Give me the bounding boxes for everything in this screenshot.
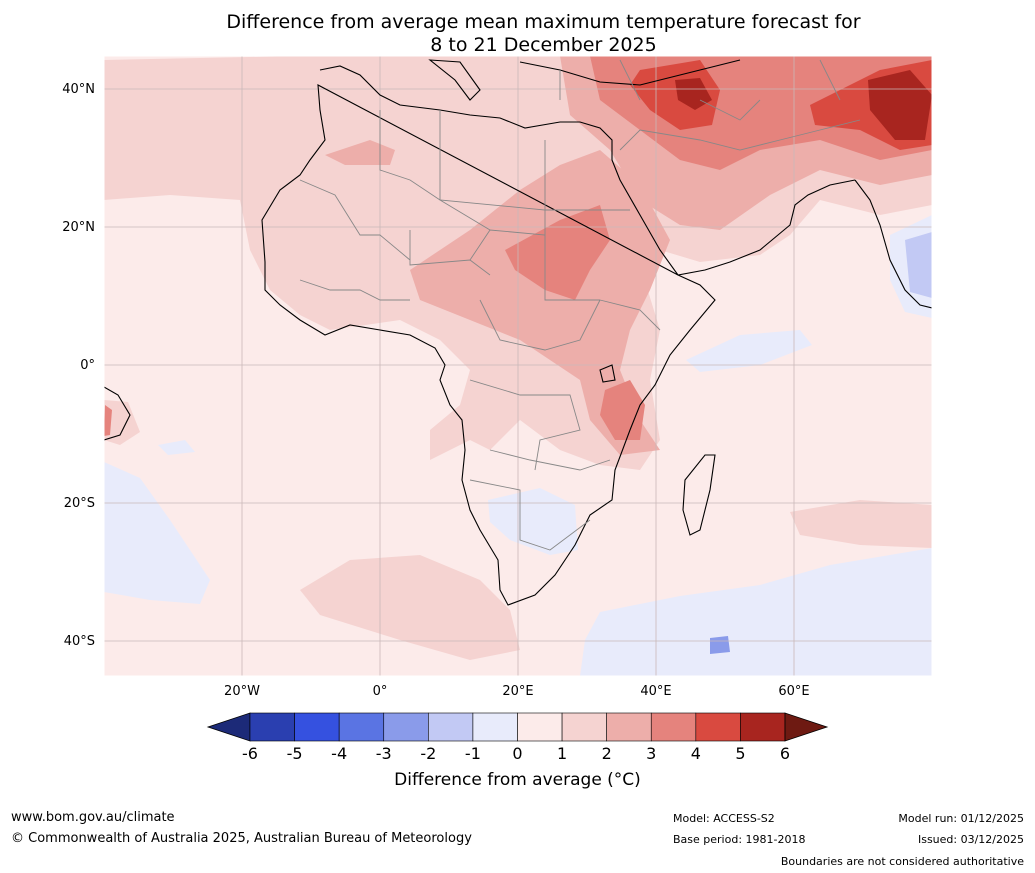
colorbar-tick-label: 3 bbox=[646, 744, 657, 763]
colorbar-tick-label: -3 bbox=[375, 744, 392, 763]
warm-spot-east-africa bbox=[600, 380, 645, 440]
coastlines bbox=[104, 59, 932, 606]
colorbar-label: Difference from average (°C) bbox=[394, 770, 641, 790]
lon-label-0: 0° bbox=[372, 684, 388, 699]
cool-spot-india bbox=[905, 232, 932, 298]
very-hot-spot-central-asia bbox=[868, 70, 932, 140]
colorbar-segment bbox=[472, 712, 518, 742]
colorbar-segment bbox=[606, 712, 652, 742]
colorbar-segment bbox=[740, 712, 786, 742]
cool-spot-southern-ocean bbox=[710, 636, 730, 654]
colorbar bbox=[206, 712, 829, 742]
lon-label-40e: 40°E bbox=[640, 684, 672, 699]
cool-region-south-atlantic bbox=[104, 462, 210, 604]
madagascar-coast bbox=[682, 454, 716, 536]
colorbar-segment bbox=[517, 712, 563, 742]
country-borders bbox=[299, 59, 861, 551]
colorbar-segment bbox=[338, 712, 385, 742]
lat-label-20n: 20°N bbox=[62, 220, 95, 235]
lat-label-20s: 20°S bbox=[63, 496, 95, 511]
colorbar-tick-label: 4 bbox=[690, 744, 701, 763]
map-title-line2: 8 to 21 December 2025 bbox=[430, 34, 657, 56]
colorbar-tick-label: -1 bbox=[464, 744, 481, 763]
warm-spot-maghreb bbox=[325, 140, 395, 165]
map-title-line1: Difference from average mean maximum tem… bbox=[226, 11, 861, 33]
colorbar-segment bbox=[695, 712, 741, 742]
footer-model-run: Model run: 01/12/2025 bbox=[898, 812, 1024, 825]
very-hot-spot-anatolia bbox=[675, 78, 712, 110]
colorbar-tick-label: -4 bbox=[331, 744, 348, 763]
cool-region-indian-ocean bbox=[686, 330, 812, 372]
warm-spot-sudan bbox=[505, 205, 610, 300]
warm-spot-west-edge bbox=[104, 405, 112, 436]
lat-label-40n: 40°N bbox=[62, 82, 95, 97]
footer-disclaimer: Boundaries are not considered authoritat… bbox=[780, 855, 1024, 868]
cool-region-southern-ocean bbox=[580, 548, 932, 676]
colorbar-tick-label: 1 bbox=[556, 744, 568, 763]
lon-label-20w: 20°W bbox=[224, 684, 260, 699]
footer-website: www.bom.gov.au/climate bbox=[11, 810, 175, 825]
footer-copyright: © Commonwealth of Australia 2025, Austra… bbox=[11, 831, 472, 846]
lon-label-60e: 60°E bbox=[778, 684, 810, 699]
colorbar-segment bbox=[428, 712, 474, 742]
colorbar-segment bbox=[383, 712, 429, 742]
colorbar-tick-label: -6 bbox=[242, 744, 258, 763]
colorbar-tick-label: -5 bbox=[286, 744, 303, 763]
colorbar-tick-label: 0 bbox=[512, 744, 523, 763]
footer-issued: Issued: 03/12/2025 bbox=[917, 833, 1024, 846]
footer-model: Model: ACCESS-S2 bbox=[673, 812, 775, 825]
colorbar-tick-label: -2 bbox=[420, 744, 437, 763]
colorbar-tick-label: 6 bbox=[779, 744, 791, 763]
colorbar-segment bbox=[249, 712, 295, 742]
lat-label-40s: 40°S bbox=[63, 634, 95, 649]
map-frame bbox=[103, 55, 933, 677]
lon-label-20e: 20°E bbox=[502, 684, 534, 699]
colorbar-tick-label: 5 bbox=[735, 744, 746, 763]
warm-region-south-atlantic bbox=[300, 555, 520, 660]
colorbar-extend-high bbox=[784, 712, 829, 742]
warm-region-south-indian bbox=[790, 500, 932, 548]
lat-label-0: 0° bbox=[80, 358, 95, 373]
cool-region-southern-africa bbox=[488, 488, 578, 555]
hot-spot-anatolia bbox=[630, 60, 720, 130]
colorbar-tick-label: 2 bbox=[601, 744, 612, 763]
colorbar-segment bbox=[650, 712, 697, 742]
cool-spot-atlantic bbox=[158, 440, 195, 455]
map-area bbox=[104, 56, 932, 676]
footer-base-period: Base period: 1981-2018 bbox=[673, 833, 806, 846]
colorbar-segment bbox=[561, 712, 607, 742]
warm-region-west-atlantic bbox=[104, 400, 140, 445]
colorbar-extend-low bbox=[206, 712, 251, 742]
colorbar-segment bbox=[294, 712, 340, 742]
